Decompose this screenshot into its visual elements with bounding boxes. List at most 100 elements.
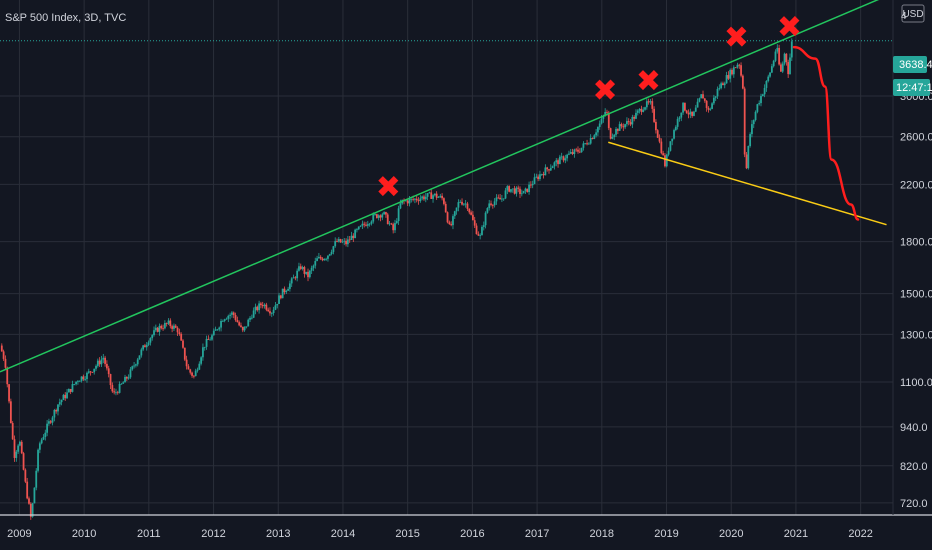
candle-body [520, 193, 523, 195]
x-tick-label: 2022 [848, 528, 872, 540]
candle-body [151, 335, 154, 339]
candle-body [678, 117, 681, 119]
candle-body [457, 202, 460, 208]
candle-body [328, 254, 331, 256]
candle-body [462, 203, 465, 205]
candle-body [745, 154, 748, 169]
candle-body [218, 327, 221, 330]
candle-body [4, 358, 7, 368]
candle-body [343, 240, 346, 242]
candle-body [671, 138, 674, 142]
candle-body [245, 326, 248, 328]
candle-body [408, 199, 411, 204]
x-tick-label: 2015 [395, 528, 419, 540]
candle-body [486, 208, 489, 213]
candle-body [647, 101, 650, 103]
candle-body [299, 266, 302, 269]
candle-body [386, 214, 389, 225]
candle-body [270, 313, 273, 314]
currency-badge[interactable]: USD [901, 4, 925, 23]
candle-body [77, 381, 79, 383]
candle-body [125, 376, 128, 379]
candle-body [8, 384, 10, 402]
candle-body [9, 401, 12, 424]
candle-body [785, 53, 788, 63]
candle-body [182, 340, 184, 348]
candle-body [263, 304, 266, 307]
candle-body [131, 366, 134, 370]
candle-body [718, 88, 721, 89]
candle-body [734, 67, 737, 69]
candle-body [78, 380, 81, 382]
candle-body [372, 214, 375, 222]
candle-body [531, 183, 534, 186]
candle-body [658, 137, 661, 142]
candle-body [339, 239, 342, 243]
candle-body [696, 101, 699, 108]
candle-body [75, 381, 77, 385]
candle-body [562, 156, 565, 161]
candle-body [174, 325, 177, 328]
candle-body [421, 196, 424, 199]
candle-body [225, 318, 228, 320]
candle-body [281, 288, 284, 299]
last-price-value: 3638.4 [899, 59, 932, 71]
candle-body [82, 376, 85, 380]
candle-body [577, 149, 579, 152]
candle-body [113, 391, 116, 393]
candle-body [22, 453, 25, 470]
candle-body [548, 169, 550, 171]
candle-body [566, 154, 569, 159]
last-price-label: 3638.4 12:47:18 [893, 56, 932, 96]
candle-body [189, 369, 192, 373]
candle-body [529, 184, 532, 186]
candle-body [472, 214, 474, 221]
candle-body [587, 143, 590, 145]
candle-body [365, 224, 367, 226]
candle-body [439, 195, 442, 198]
candle-body [506, 186, 509, 191]
candle-body [325, 258, 328, 260]
candle-body [629, 122, 632, 125]
candle-body [308, 270, 311, 278]
candle-body [691, 111, 694, 116]
candle-body [636, 110, 639, 113]
candle-body [283, 288, 286, 293]
candle-body [278, 295, 280, 304]
candle-body [410, 198, 413, 200]
candle-body [582, 143, 585, 148]
candle-body [535, 176, 538, 178]
candle-body [424, 196, 427, 200]
candle-body [348, 239, 351, 241]
candle-body [761, 94, 764, 97]
candle-body [345, 240, 347, 245]
candle-body [546, 167, 549, 170]
candle-body [482, 225, 485, 227]
candle-body [24, 469, 27, 482]
candle-body [336, 241, 338, 242]
candle-body [495, 197, 498, 202]
candle-body [294, 277, 297, 279]
candle-body [443, 198, 445, 204]
candle-body [723, 83, 726, 86]
candle-body [533, 177, 536, 184]
candle-body [709, 108, 712, 110]
candle-body [752, 120, 755, 125]
candle-body [497, 197, 500, 199]
candle-body [232, 312, 235, 316]
candle-body [524, 188, 527, 191]
candle-body [453, 211, 456, 217]
candle-body [426, 193, 429, 197]
candle-body [98, 360, 101, 365]
candle-body [437, 197, 440, 198]
candle-body [722, 83, 724, 86]
candle-body [526, 188, 529, 193]
candle-body [664, 155, 666, 167]
candle-body [145, 344, 148, 348]
candle-body [200, 357, 203, 364]
candle-body [580, 147, 583, 153]
candle-body [689, 111, 692, 115]
candle-body [651, 101, 654, 109]
